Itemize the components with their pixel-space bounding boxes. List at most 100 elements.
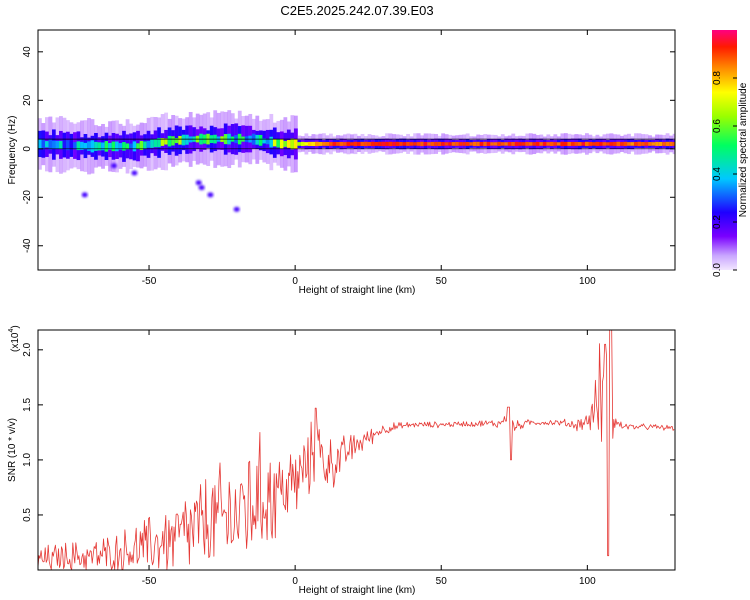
- scatter-blob: [81, 192, 88, 198]
- ridge-core: [174, 138, 179, 144]
- ridge-core: [150, 139, 155, 148]
- snr-line: [38, 330, 675, 570]
- spectrogram-x-ticks: -50 0 50 100: [142, 30, 596, 287]
- ridge-core: [80, 141, 84, 150]
- ridge-core: [539, 142, 544, 146]
- spectrogram-panel: -50 0 50 100 -40 -20 0 20 40 Height of straight…: [7, 29, 676, 296]
- ridge-core: [623, 141, 628, 147]
- ridge-core: [111, 141, 116, 152]
- y-tick-label: 20: [22, 94, 33, 106]
- ridge-core: [76, 141, 81, 151]
- ridge-core: [507, 142, 512, 146]
- ridge-core: [644, 142, 649, 146]
- ridge-core: [406, 141, 410, 146]
- y-tick-label: -40: [22, 238, 33, 253]
- ridge-core: [118, 143, 123, 150]
- ridge-core: [423, 141, 428, 146]
- ridge-core: [94, 141, 98, 151]
- ridge-core: [451, 142, 456, 146]
- ridge-core: [665, 141, 670, 147]
- ridge-core: [434, 141, 439, 146]
- ridge-core: [353, 141, 358, 147]
- scatter-blobs: [81, 163, 240, 212]
- ridge-core: [108, 143, 112, 150]
- ridge-core: [125, 143, 130, 150]
- ridge-core: [486, 141, 491, 146]
- ridge-core: [662, 142, 666, 146]
- ridge-core: [164, 138, 169, 145]
- ridge-core: [171, 136, 176, 146]
- svg-text:(x104): (x104): [8, 325, 21, 352]
- ridge-core: [283, 140, 288, 147]
- ridge-core: [497, 141, 502, 147]
- ridge-core: [476, 141, 481, 147]
- colorbar-tick-label: 0.6: [712, 119, 723, 133]
- ridge-core: [269, 136, 274, 148]
- colorbar-tick-label: 0.4: [712, 167, 723, 181]
- ridge-core: [441, 141, 446, 146]
- ridge-core: [83, 142, 88, 150]
- reference-lines: [38, 138, 675, 150]
- ridge-core: [371, 141, 375, 147]
- ridge-core: [395, 141, 400, 147]
- ridge-core: [592, 142, 596, 146]
- ridge-core: [462, 142, 467, 146]
- ridge-core: [255, 134, 260, 145]
- y-tick-label: 0.5: [22, 508, 33, 522]
- ridge-core: [525, 142, 530, 146]
- ridge-core: [293, 139, 298, 149]
- ridge-core: [129, 143, 133, 150]
- spectrogram-ridge: [38, 110, 675, 175]
- scatter-blob: [131, 170, 138, 176]
- ridge-core: [311, 141, 316, 146]
- y-tick-label: -20: [22, 190, 33, 205]
- ridge-core: [532, 142, 537, 146]
- ridge-core: [178, 135, 183, 145]
- ridge-core: [167, 135, 172, 147]
- snr-ylabel: SNR (10 * v/v): [7, 418, 18, 482]
- y-tick-label: 0: [22, 146, 33, 152]
- x-tick-label: -50: [142, 276, 157, 287]
- ridge-core: [97, 142, 102, 151]
- ridge-core: [469, 142, 474, 146]
- scatter-blob: [233, 206, 240, 212]
- y-tick-label: 40: [22, 46, 33, 58]
- ridge-core: [300, 141, 305, 147]
- ridge-core: [265, 138, 270, 145]
- ridge-core: [490, 142, 495, 146]
- x-tick-label: 0: [292, 576, 298, 587]
- ridge-core: [381, 141, 386, 147]
- ridge-core: [546, 142, 551, 146]
- ridge-core: [595, 141, 600, 146]
- ridge-core: [272, 138, 277, 147]
- ridge-core: [634, 141, 638, 146]
- ridge-core: [336, 142, 340, 146]
- colorbar-tick-label: 0.2: [712, 215, 723, 229]
- multiplier-prefix: (x10: [10, 332, 21, 352]
- ridge-core: [258, 134, 263, 146]
- x-tick-label: 0: [292, 276, 298, 287]
- ridge-core: [122, 142, 126, 151]
- ridge-core: [420, 141, 424, 147]
- ridge-core: [332, 141, 337, 146]
- ridge-core: [511, 141, 516, 146]
- ridge-core: [669, 141, 673, 147]
- ridge-core: [458, 142, 463, 146]
- ridge-core: [455, 142, 460, 146]
- ridge-core: [146, 140, 151, 148]
- multiplier-suffix: ): [10, 325, 21, 328]
- ridge-core: [521, 142, 526, 146]
- ridge-core: [514, 141, 519, 146]
- ridge-core: [641, 142, 645, 146]
- ridge-core: [38, 139, 42, 149]
- ridge-core: [143, 141, 147, 149]
- ridge-core: [556, 142, 561, 146]
- ridge-core: [606, 142, 610, 146]
- x-tick-label: 50: [436, 576, 448, 587]
- colorbar-tick-label: 0.0: [712, 263, 723, 277]
- ridge-core: [90, 140, 95, 153]
- ridge-core: [444, 142, 449, 146]
- ridge-core: [392, 141, 396, 146]
- ridge-core: [364, 141, 368, 147]
- ridge-core: [290, 138, 295, 150]
